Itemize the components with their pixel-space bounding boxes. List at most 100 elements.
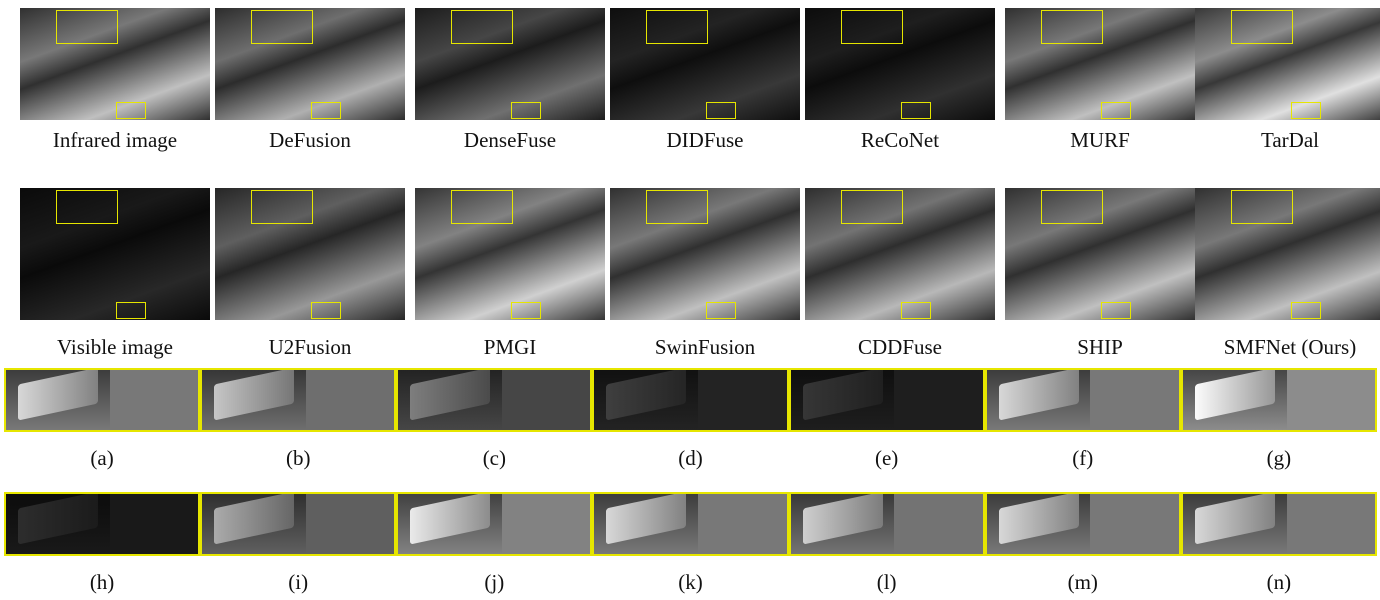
highlight-box: [116, 302, 146, 319]
crop-label: (g): [1239, 446, 1319, 471]
zoom-crop: [985, 368, 1181, 432]
zoom-crop: [1181, 492, 1377, 556]
method-label: DIDFuse: [605, 128, 805, 153]
zoom-crop: [396, 492, 592, 556]
zoom-right: [698, 370, 786, 430]
zoom-crop: [592, 368, 788, 432]
crop-label: (k): [651, 570, 731, 595]
billboard: [18, 368, 98, 421]
zoom-right: [306, 370, 394, 430]
highlight-box: [1041, 10, 1103, 44]
billboard: [803, 492, 883, 545]
fusion-image: [805, 188, 995, 320]
zoom-crop: [4, 368, 200, 432]
fusion-image: [1005, 188, 1195, 320]
crop-label: (h): [62, 570, 142, 595]
billboard: [1195, 492, 1275, 545]
zoom-crop: [592, 492, 788, 556]
zoom-left: [594, 494, 699, 554]
billboard: [999, 492, 1079, 545]
fusion-image: [415, 8, 605, 120]
method-label: DeFusion: [210, 128, 410, 153]
zoom-left: [1183, 494, 1288, 554]
highlight-box: [311, 102, 341, 119]
highlight-box: [251, 190, 313, 224]
zoom-right: [894, 494, 982, 554]
highlight-box: [1291, 102, 1321, 119]
zoom-crop: [789, 492, 985, 556]
zoom-left: [791, 494, 896, 554]
fusion-image: [610, 188, 800, 320]
highlight-box: [1231, 190, 1293, 224]
method-label: TarDal: [1190, 128, 1380, 153]
crop-label: (e): [847, 446, 927, 471]
method-label: SHIP: [1000, 335, 1200, 360]
billboard: [214, 368, 294, 421]
billboard: [214, 492, 294, 545]
crop-label: (d): [651, 446, 731, 471]
method-label: CDDFuse: [800, 335, 1000, 360]
highlight-box: [646, 10, 708, 44]
billboard: [410, 492, 490, 545]
billboard: [18, 492, 98, 545]
crop-label: (i): [258, 570, 338, 595]
zoom-right: [110, 370, 198, 430]
crop-label: (a): [62, 446, 142, 471]
fusion-image: [610, 8, 800, 120]
zoom-left: [202, 494, 307, 554]
highlight-box: [56, 190, 118, 224]
fusion-image: [215, 188, 405, 320]
crop-label: (b): [258, 446, 338, 471]
highlight-box: [116, 102, 146, 119]
method-label: DenseFuse: [410, 128, 610, 153]
highlight-box: [311, 302, 341, 319]
method-label: PMGI: [410, 335, 610, 360]
highlight-box: [1101, 302, 1131, 319]
crop-label: (c): [454, 446, 534, 471]
highlight-box: [841, 190, 903, 224]
zoom-crop: [396, 368, 592, 432]
zoom-left: [987, 494, 1092, 554]
zoom-left: [202, 370, 307, 430]
billboard: [410, 368, 490, 421]
fusion-image: [20, 8, 210, 120]
crop-label: (m): [1043, 570, 1123, 595]
billboard: [606, 492, 686, 545]
zoom-crop: [985, 492, 1181, 556]
fusion-image: [1195, 8, 1380, 120]
highlight-box: [251, 10, 313, 44]
highlight-box: [511, 102, 541, 119]
method-label: SMFNet (Ours): [1190, 335, 1380, 360]
fusion-image: [215, 8, 405, 120]
highlight-box: [901, 102, 931, 119]
highlight-box: [1231, 10, 1293, 44]
zoom-right: [502, 494, 590, 554]
highlight-box: [1291, 302, 1321, 319]
billboard: [606, 368, 686, 421]
zoom-left: [6, 494, 111, 554]
zoom-crop: [789, 368, 985, 432]
highlight-box: [841, 10, 903, 44]
billboard: [803, 368, 883, 421]
crop-label: (j): [454, 570, 534, 595]
zoom-left: [791, 370, 896, 430]
zoom-crop: [200, 368, 396, 432]
zoom-right: [1287, 370, 1375, 430]
crop-label: (n): [1239, 570, 1319, 595]
billboard: [1195, 368, 1275, 421]
zoom-right: [894, 370, 982, 430]
highlight-box: [1041, 190, 1103, 224]
method-label: SwinFusion: [605, 335, 805, 360]
crop-label: (f): [1043, 446, 1123, 471]
zoom-left: [398, 494, 503, 554]
highlight-box: [451, 10, 513, 44]
highlight-box: [1101, 102, 1131, 119]
zoom-right: [1090, 370, 1178, 430]
zoom-crop: [200, 492, 396, 556]
zoom-right: [110, 494, 198, 554]
fusion-image: [1005, 8, 1195, 120]
highlight-box: [901, 302, 931, 319]
highlight-box: [56, 10, 118, 44]
zoom-left: [398, 370, 503, 430]
fusion-image: [1195, 188, 1380, 320]
